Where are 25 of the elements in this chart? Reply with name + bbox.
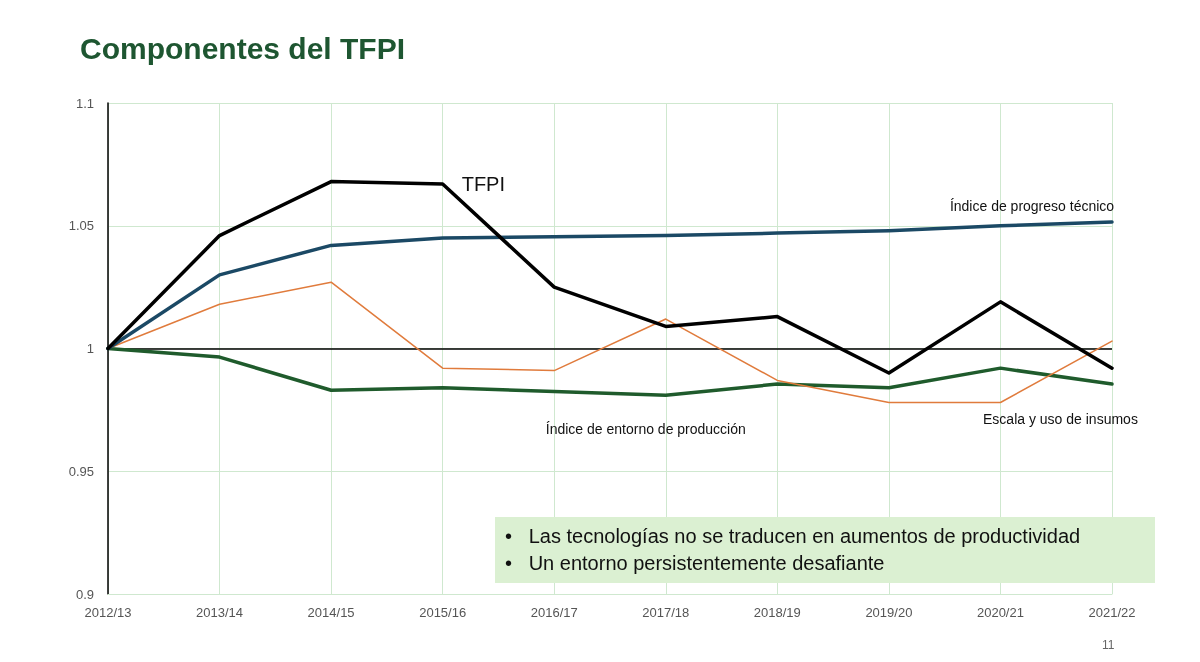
y-tick-label: 1.1 bbox=[75, 95, 94, 111]
chart-title: Componentes del TFPI bbox=[80, 31, 406, 65]
line-series bbox=[106, 220, 1114, 351]
x-tick-label: 2019/20 bbox=[865, 605, 913, 620]
x-tick-label: 2012/13 bbox=[84, 605, 132, 620]
x-tick-label: 2017/18 bbox=[642, 605, 690, 620]
y-tick-label: 1.05 bbox=[68, 218, 94, 234]
series-label: Índice de progreso técnico bbox=[949, 198, 1115, 215]
series-label: Escala y uso de insumos bbox=[983, 410, 1138, 427]
text: 11 bbox=[1102, 638, 1115, 652]
y-tick-label: 0.9 bbox=[75, 586, 94, 602]
text-box: • Las tecnologías no se traducen en aumentos de productividad • Un entorno persistentemente desafiante bbox=[495, 517, 1155, 583]
x-tick-label: 2021/22 bbox=[1088, 605, 1136, 620]
x-tick-label: 2020/21 bbox=[976, 605, 1024, 620]
x-tick-label: 2015/16 bbox=[419, 605, 467, 620]
y-tick-label: 1 bbox=[86, 341, 94, 356]
x-tick-label: 2014/15 bbox=[307, 605, 355, 620]
annotation: • Las tecnologías no se traducen en aumentos de productividad bbox=[505, 524, 1082, 549]
text: Índice de entorno de producción bbox=[545, 421, 746, 438]
series-label: TFPI bbox=[461, 173, 506, 196]
x-tick-label: 2013/14 bbox=[196, 605, 244, 620]
annotation: • Un entorno persistentemente desafiante bbox=[505, 551, 886, 576]
x-tick-label: 2018/19 bbox=[753, 605, 801, 620]
y-tick-label: 0.95 bbox=[68, 463, 94, 479]
x-tick-label: 2016/17 bbox=[530, 605, 578, 620]
